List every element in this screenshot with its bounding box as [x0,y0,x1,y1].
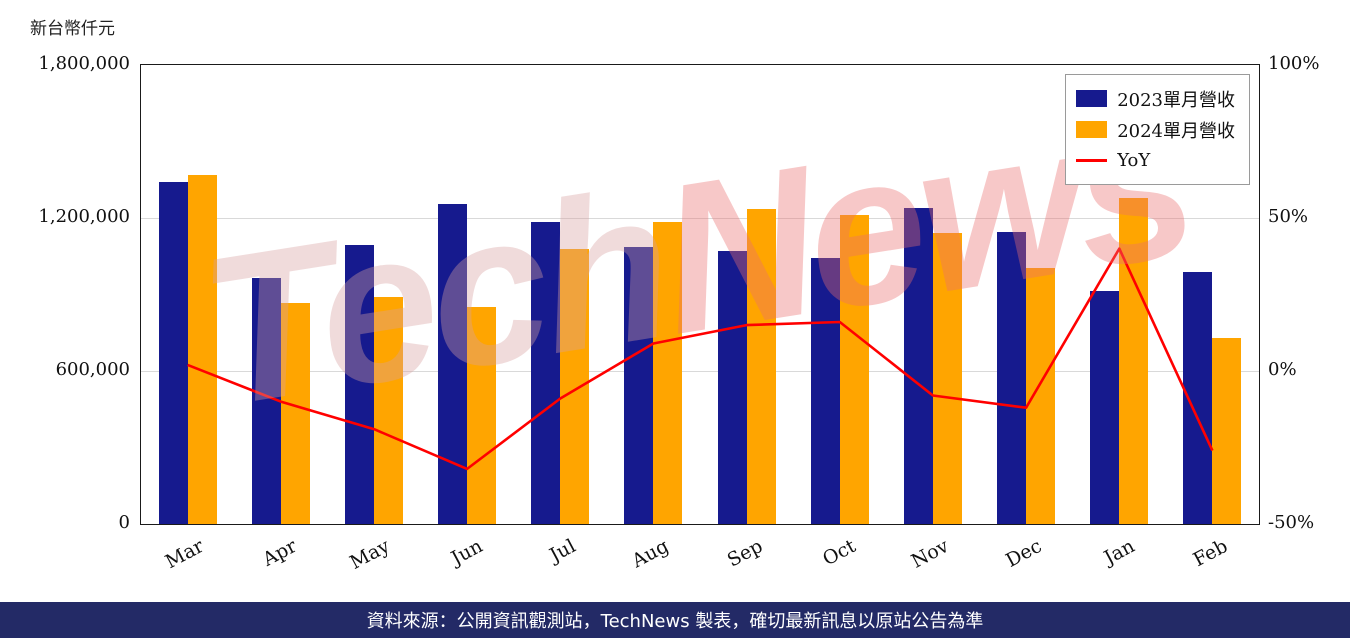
bar-2024單月營收-Jul [560,248,590,524]
bar-2023單月營收-Jun [438,203,468,524]
legend-line-swatch [1076,159,1108,162]
legend: 2023單月營收 2024單月營收 YoY [1065,74,1250,185]
bar-2024單月營收-Nov [932,233,962,524]
bar-2024單月營收-Jan [1119,197,1149,524]
bar-2023單月營收-Jan [1090,290,1120,524]
left-tick-1,200,000: 1,200,000 [38,206,130,227]
x-tick-Feb: Feb [1190,535,1232,572]
gridlines [141,65,1259,524]
bar-2023單月營收-May [344,244,374,524]
right-tick-100%: 100% [1268,53,1320,74]
bar-2024單月營收-May [373,297,403,524]
bar-2024單月營收-Feb [1212,337,1242,524]
bar-2023單月營收-Dec [997,232,1027,524]
right-tick-50%: 50% [1268,206,1309,227]
source-footer-text: 資料來源：公開資訊觀測站，TechNews 製表，確切最新訊息以原站公告為準 [366,611,984,632]
legend-color-swatch [1076,121,1108,138]
legend-entry-2024單月營收: 2024單月營收 [1076,114,1235,145]
legend-label: YoY [1117,150,1151,171]
bar-2023單月營收-Nov [903,207,933,524]
x-tick-Dec: Dec [1002,535,1046,572]
plot-area: TechNews 2023單月營收 2024單月營收 YoY [140,62,1260,525]
bar-2024單月營收-Dec [1026,267,1056,524]
bar-2024單月營收-Oct [839,215,869,524]
bar-2023單月營收-Aug [624,247,654,524]
left-tick-1,800,000: 1,800,000 [38,53,130,74]
bar-2023單月營收-Mar [158,182,188,524]
bar-2024單月營收-Jun [467,307,497,524]
left-axis-title: 新台幣仟元 [30,19,115,39]
left-tick-0: 0 [118,512,130,533]
bar-2024單月營收-Mar [187,174,217,524]
legend-entry-2023單月營收: 2023單月營收 [1076,83,1235,114]
bars-layer [141,65,1259,524]
bar-2024單月營收-Sep [746,209,776,524]
source-footer: 資料來源：公開資訊觀測站，TechNews 製表，確切最新訊息以原站公告為準 [0,602,1350,638]
x-tick-Mar: Mar [161,535,207,574]
legend-color-swatch [1076,90,1108,107]
gridline [141,218,1259,219]
right-tick-0%: 0% [1268,359,1297,380]
x-tick-Apr: Apr [258,535,301,571]
x-tick-Jan: Jan [1100,535,1139,570]
x-tick-Oct: Oct [818,535,860,571]
x-tick-Nov: Nov [907,535,953,573]
bar-2024單月營收-Apr [280,303,310,524]
yoy-polyline [187,247,1214,471]
gridline [141,371,1259,372]
right-tick--50%: -50% [1268,512,1315,533]
x-tick-Sep: Sep [723,535,766,572]
x-tick-Jul: Jul [546,535,580,567]
bar-2024單月營收-Aug [653,221,683,524]
x-tick-Jun: Jun [447,535,487,570]
legend-entry-YoY: YoY [1076,145,1235,176]
left-tick-600,000: 600,000 [55,359,130,380]
yoy-line [187,247,1214,471]
bar-2023單月營收-Oct [810,257,840,524]
x-tick-Aug: Aug [628,535,673,573]
legend-label: 2024單月營收 [1117,120,1235,142]
bar-2023單月營收-Sep [717,251,747,524]
legend-label: 2023單月營收 [1117,89,1235,111]
x-tick-May: May [346,535,394,574]
bar-2023單月營收-Jul [531,221,561,524]
